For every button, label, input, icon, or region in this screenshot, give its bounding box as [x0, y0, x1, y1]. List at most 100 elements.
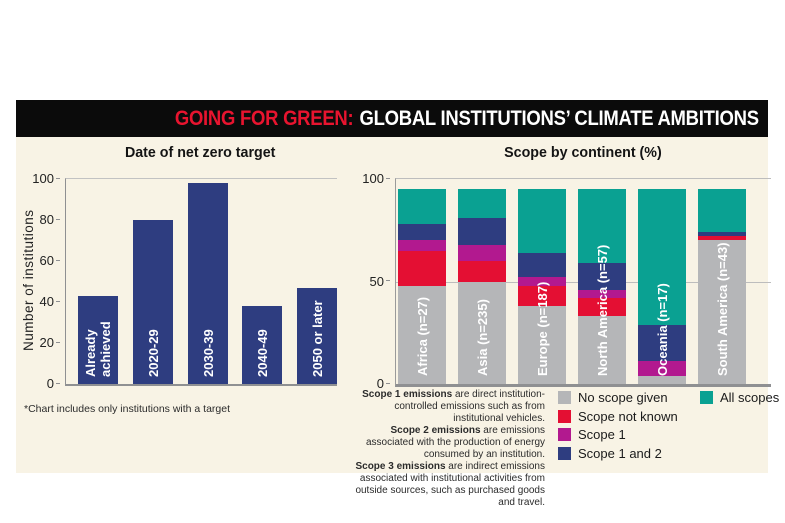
bar-segment: [578, 316, 626, 384]
scope-definitions: Scope 1 emissions are direct institution…: [352, 389, 545, 509]
bar-segment: [518, 189, 566, 253]
header-bar: GOING FOR GREEN: GLOBAL INSTITUTIONS’ CL…: [16, 100, 768, 137]
left-chart-title: Date of net zero target: [65, 144, 336, 161]
bar-segment: [458, 189, 506, 218]
y-tick-label: 40: [39, 294, 54, 309]
bar-segment: [578, 189, 626, 263]
legend-item-no-scope-given: No scope given: [558, 390, 678, 405]
bar-label: Already achieved: [83, 187, 113, 377]
all-scopes-swatch: [700, 391, 713, 404]
chart-canvas: Date of net zero target Number of instit…: [16, 137, 779, 508]
y-tick-mark: [56, 259, 60, 261]
bar-label: 2030-39: [201, 187, 216, 377]
bar-label-line: Europe (n=187): [534, 281, 550, 376]
legend-item-scope-1: Scope 1: [558, 427, 678, 442]
bar-label-line: Oceania (n=17): [654, 283, 670, 376]
y-tick-mark: [56, 177, 60, 179]
bar-label-line: 2050 or later: [309, 300, 325, 377]
bar-label-line: 2030-39: [200, 329, 216, 377]
bar-label: Africa (n=27): [415, 186, 430, 376]
bar-label-line: Asia (n=235): [474, 299, 490, 376]
bar-segment: [638, 361, 686, 376]
bar-segment: [458, 218, 506, 245]
bar-segment: [518, 277, 566, 286]
left-chart-title-text: Date of net zero target: [125, 144, 276, 161]
y-tick-label: 20: [39, 335, 54, 350]
y-tick-mark: [56, 382, 60, 384]
right-chart-title-text: Scope by continent (%): [503, 144, 662, 161]
bar-segment: [518, 306, 566, 384]
y-tick-mark: [56, 300, 60, 302]
continent-bar: Asia (n=235): [458, 189, 506, 384]
bar-segment: [578, 263, 626, 290]
scope-not-known-swatch: [558, 409, 571, 423]
bar-label: 2020-29: [146, 187, 161, 377]
y-tick-label: 60: [39, 253, 54, 268]
continent-bar: South America (n=43): [698, 189, 746, 384]
bar-label-line: Already: [83, 329, 98, 377]
bar-label-line: 2040-49: [254, 329, 270, 377]
y-tick-label: 100: [362, 171, 384, 186]
scope2-definition-text: are emissions associated with the produc…: [366, 425, 545, 460]
legend-label: Scope 1 and 2: [578, 445, 662, 461]
bar-label: Europe (n=187): [535, 186, 550, 376]
netzero-bar: 2030-39: [188, 183, 228, 384]
legend-column-2: All scopes: [700, 390, 780, 405]
scope1-definition-text: are direct institution-controlled emissi…: [394, 389, 545, 424]
bar-segment: [458, 245, 506, 261]
scope3-definition-text: are indirect emissions associated with i…: [355, 461, 545, 508]
legend-label: Scope not known: [578, 408, 678, 424]
scope3-definition: Scope 3 emissions are indirect emissions…: [352, 461, 545, 509]
legend-label: Scope 1: [578, 427, 626, 442]
scope2-definition-label: Scope 2 emissions: [390, 425, 481, 436]
continent-bar: Europe (n=187): [518, 189, 566, 384]
bar-segment: [518, 253, 566, 277]
legend-column-1: No scope given Scope not known Scope 1 S…: [558, 390, 678, 461]
scope1-definition-label: Scope 1 emissions: [362, 389, 453, 400]
left-chart-footnote: *Chart includes only institutions with a…: [24, 403, 231, 415]
legend-label: All scopes: [720, 390, 780, 405]
content-panel: GOING FOR GREEN: GLOBAL INSTITUTIONS’ CL…: [16, 100, 779, 508]
bar-label-line: achieved: [98, 321, 113, 377]
header-title: GLOBAL INSTITUTIONS’ CLIMATE AMBITIONS: [359, 106, 760, 130]
scope3-definition-label: Scope 3 emissions: [355, 461, 446, 472]
left-y-axis-ticks: 0 20 40 60 80 100: [26, 171, 60, 391]
bar-segment: [398, 286, 446, 384]
y-tick-mark: [56, 341, 60, 343]
y-tick-label: 0: [376, 376, 384, 391]
bar-label-line: North America (n=57): [594, 244, 610, 376]
bar-segment: [638, 325, 686, 361]
scope1-definition: Scope 1 emissions are direct institution…: [352, 389, 545, 425]
legend-item-all-scopes: All scopes: [700, 390, 780, 405]
bar-label: Oceania (n=17): [655, 186, 670, 376]
bar-label: Asia (n=235): [475, 186, 490, 376]
continent-bar: Africa (n=27): [398, 189, 446, 384]
bar-label: North America (n=57): [595, 186, 610, 376]
bar-segment: [398, 240, 446, 251]
left-plot-area: Already achieved 2020-29 2030-39 2040-49 2050…: [65, 178, 337, 386]
no-scope-given-swatch: [558, 391, 571, 404]
y-tick-mark: [386, 177, 390, 179]
right-chart-title: Scope by continent (%): [395, 144, 770, 161]
bar-segment: [398, 189, 446, 224]
legend-label: No scope given: [578, 390, 668, 405]
bar-segment: [458, 282, 506, 384]
header-highlight: GOING FOR GREEN:: [175, 106, 354, 130]
scope2-definition: Scope 2 emissions are emissions associat…: [352, 425, 545, 461]
continent-bar: North America (n=57): [578, 189, 626, 384]
y-tick-label: 0: [46, 376, 54, 391]
netzero-bar: 2050 or later: [297, 288, 337, 384]
bar-segment: [638, 189, 686, 325]
bar-label-line: Africa (n=27): [414, 296, 430, 376]
bar-segment: [698, 236, 746, 240]
y-tick-mark: [386, 382, 390, 384]
bar-segment: [698, 240, 746, 384]
right-y-axis-ticks: 0 50 100: [356, 171, 390, 391]
bar-segment: [578, 298, 626, 316]
netzero-bar: 2020-29: [133, 220, 173, 384]
y-tick-label: 80: [39, 212, 54, 227]
bar-label-line: South America (n=43): [714, 242, 730, 376]
netzero-bar: Already achieved: [78, 296, 118, 384]
bar-segment: [698, 189, 746, 232]
